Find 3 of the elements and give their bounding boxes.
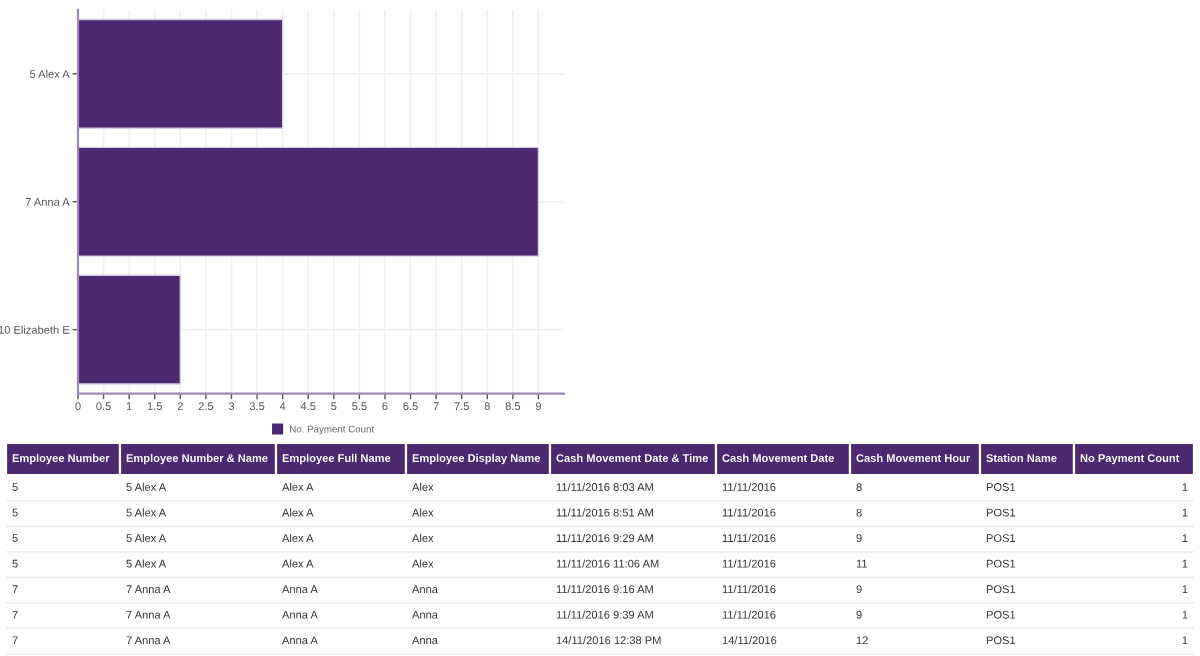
bar (78, 146, 540, 257)
bar (78, 18, 284, 129)
bar (78, 274, 182, 385)
